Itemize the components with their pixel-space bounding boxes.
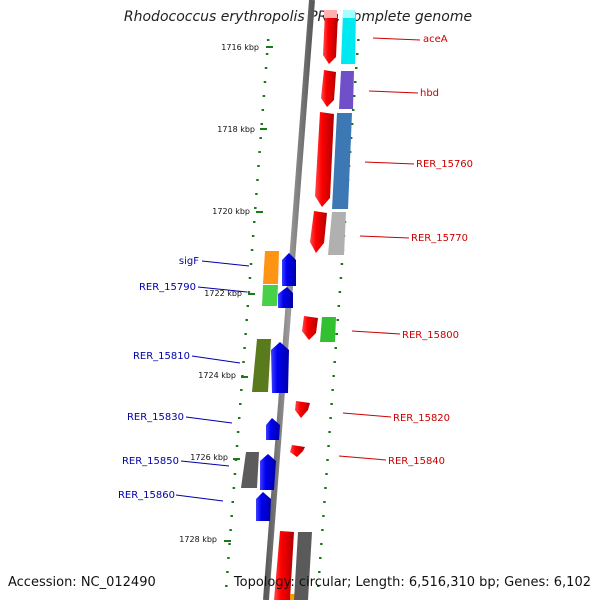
gene-RER_15800[interactable] (302, 316, 318, 340)
scale-tick-label: 1728 kbp (179, 535, 217, 544)
gene-RER_15860[interactable] (256, 492, 271, 521)
gene-label[interactable]: sigF (179, 256, 199, 267)
gene-label[interactable]: RER_15770 (411, 233, 468, 244)
scale-tick-label: 1720 kbp (212, 207, 250, 216)
gene-hbd[interactable] (321, 70, 336, 107)
right-tick-track (317, 39, 360, 587)
gene-label[interactable]: hbd (420, 88, 439, 99)
gene-label[interactable]: RER_15800 (402, 330, 459, 341)
gene-label[interactable]: RER_15850 (122, 456, 179, 467)
cog-boxes-right (294, 10, 356, 600)
forward-strand-genes (274, 10, 338, 600)
gene-label[interactable]: RER_15820 (393, 413, 450, 424)
gene-RER_15760[interactable] (315, 112, 334, 207)
scale-tick-marks (224, 46, 273, 542)
gene-RER_15810[interactable] (271, 342, 289, 393)
genome-summary-text: Topology: circular; Length: 6,516,310 bp… (233, 575, 591, 590)
reverse-strand-genes (256, 253, 296, 521)
scale-tick-label: 1722 kbp (204, 289, 242, 298)
gene-label[interactable]: RER_15810 (133, 351, 190, 362)
cog-boxes-left (241, 251, 279, 488)
gene-label[interactable]: RER_15860 (118, 490, 175, 501)
gene-RER_15820[interactable] (295, 401, 310, 418)
gene-labels: aceA hbd RER_15760 RER_15770 RER_15800 R… (118, 34, 473, 501)
scale-tick-label: 1724 kbp (198, 371, 236, 380)
diagram-title: Rhodococcus erythropolis PR4, complete g… (123, 9, 473, 25)
gene-label[interactable]: aceA (423, 34, 448, 45)
gene-RER_15840[interactable] (290, 445, 305, 457)
gene-RER_15790[interactable] (278, 287, 293, 308)
left-tick-track (225, 39, 270, 587)
scale-tick-label: 1718 kbp (217, 125, 255, 134)
gene-label[interactable]: RER_15760 (416, 159, 473, 170)
gene-RER_15830[interactable] (266, 418, 280, 440)
scale-labels: 1716 kbp 1718 kbp 1720 kbp 1722 kbp 1724… (179, 43, 259, 544)
gene-label[interactable]: RER_15830 (127, 412, 184, 423)
gene-label[interactable]: RER_15790 (139, 282, 196, 293)
gene-sigF[interactable] (282, 253, 296, 286)
gene-aceA[interactable] (323, 12, 338, 64)
gene-bottom-red (274, 531, 294, 600)
scale-tick-label: 1726 kbp (190, 453, 228, 462)
gene-label[interactable]: RER_15840 (388, 456, 445, 467)
gene-RER_15850[interactable] (260, 454, 276, 490)
label-leader-lines (175, 37, 421, 502)
gene-aceA-cog-band (324, 10, 337, 18)
scale-tick-label: 1716 kbp (221, 43, 259, 52)
gene-RER_15770[interactable] (310, 211, 327, 253)
accession-text: Accession: NC_012490 (8, 575, 156, 590)
